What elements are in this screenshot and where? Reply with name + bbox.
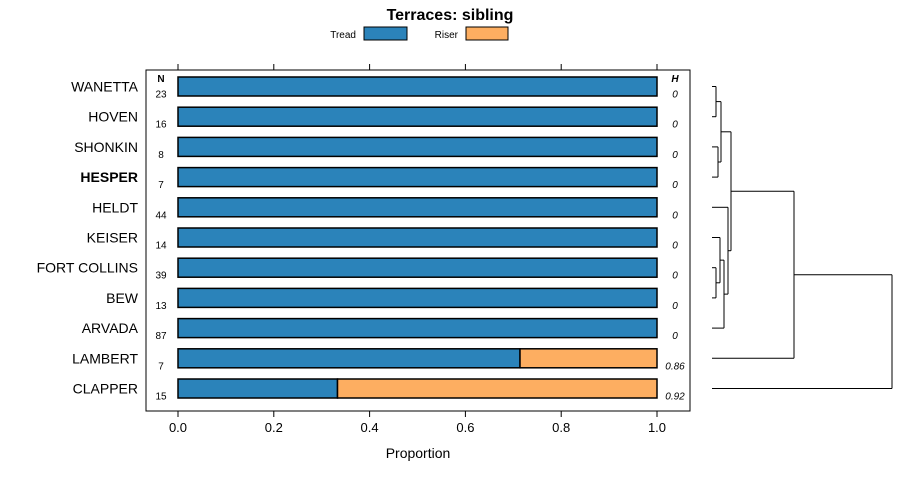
n-column-header: N	[157, 74, 164, 85]
h-value: 0	[672, 120, 678, 131]
bar-row: CLAPPER 15 0.92	[73, 378, 685, 403]
bar-row: SHONKIN 8 0	[74, 136, 678, 161]
category-label: FORT COLLINS	[37, 260, 138, 276]
bar-row: WANETTA 23 0	[71, 76, 678, 101]
category-label: ARVADA	[82, 320, 139, 336]
tread-bar	[177, 348, 521, 369]
category-label: HELDT	[92, 199, 138, 215]
tread-bar	[177, 378, 339, 399]
top-axis	[177, 64, 658, 70]
legend-swatch-riser	[465, 26, 509, 41]
tread-bar	[177, 197, 658, 218]
riser-bar	[336, 378, 658, 399]
legend-label-tread: Tread	[330, 30, 356, 41]
bar-row: BEW 13 0	[106, 287, 678, 312]
tread-bar	[177, 76, 658, 97]
x-tick-label: 0.8	[552, 420, 570, 435]
bar-row: KEISER 14 0	[87, 227, 678, 252]
tread-bar	[177, 166, 658, 188]
n-value: 8	[158, 150, 164, 161]
tread-bar	[177, 287, 658, 309]
h-value: 0	[672, 271, 678, 282]
category-label: KEISER	[87, 230, 138, 246]
n-value: 23	[155, 90, 167, 101]
category-label: BEW	[106, 290, 139, 306]
bar-row: HELDT 44 0	[92, 197, 678, 221]
chart-title: Terraces: sibling	[387, 7, 514, 24]
h-value: 0	[672, 90, 678, 101]
x-axis: 0.0 0.2 0.4 0.6 0.8 1.0	[169, 411, 666, 435]
h-value: 0	[672, 301, 678, 312]
n-value: 13	[155, 301, 167, 312]
h-value: 0.92	[665, 392, 685, 403]
x-tick-label: 1.0	[648, 420, 666, 435]
riser-bar	[519, 348, 658, 369]
h-value: 0	[672, 210, 678, 221]
tread-bar	[177, 136, 658, 158]
h-value: 0	[672, 150, 678, 161]
tread-bar	[177, 227, 658, 248]
h-value: 0	[672, 241, 678, 252]
n-value: 15	[155, 392, 167, 403]
bar-row: HESPER 7 0	[80, 166, 678, 191]
h-column-header: H	[671, 74, 679, 85]
x-tick-label: 0.6	[456, 420, 474, 435]
n-value: 39	[155, 271, 167, 282]
dendrogram	[712, 86, 893, 389]
category-label: SHONKIN	[74, 139, 138, 155]
bar-row: FORT COLLINS 39 0	[37, 257, 678, 282]
tread-bar	[177, 257, 658, 278]
tread-bar	[177, 317, 658, 339]
category-label: HOVEN	[88, 109, 138, 125]
x-tick-label: 0.0	[169, 420, 187, 435]
x-tick-label: 0.4	[361, 420, 379, 435]
category-label: CLAPPER	[73, 381, 138, 397]
plot-frame	[145, 69, 691, 412]
n-value: 7	[158, 361, 164, 372]
n-value: 44	[155, 210, 167, 221]
category-label: LAMBERT	[72, 350, 138, 366]
bar-row: ARVADA 87 0	[82, 317, 678, 342]
h-value: 0	[672, 180, 678, 191]
legend-swatch-tread	[363, 26, 408, 41]
h-value: 0.86	[665, 361, 685, 372]
h-value: 0	[672, 331, 678, 342]
legend: Tread Riser	[330, 26, 509, 41]
x-axis-title: Proportion	[386, 445, 451, 461]
bar-row: HOVEN 16 0	[88, 106, 678, 131]
category-label: WANETTA	[71, 79, 139, 95]
n-value: 16	[155, 120, 167, 131]
category-label: HESPER	[80, 169, 138, 185]
legend-label-riser: Riser	[435, 30, 459, 41]
tread-bar	[177, 106, 658, 127]
n-value: 7	[158, 180, 164, 191]
n-value: 14	[155, 241, 167, 252]
bar-row: LAMBERT 7 0.86	[72, 348, 685, 372]
n-value: 87	[155, 331, 167, 342]
x-tick-label: 0.2	[265, 420, 283, 435]
